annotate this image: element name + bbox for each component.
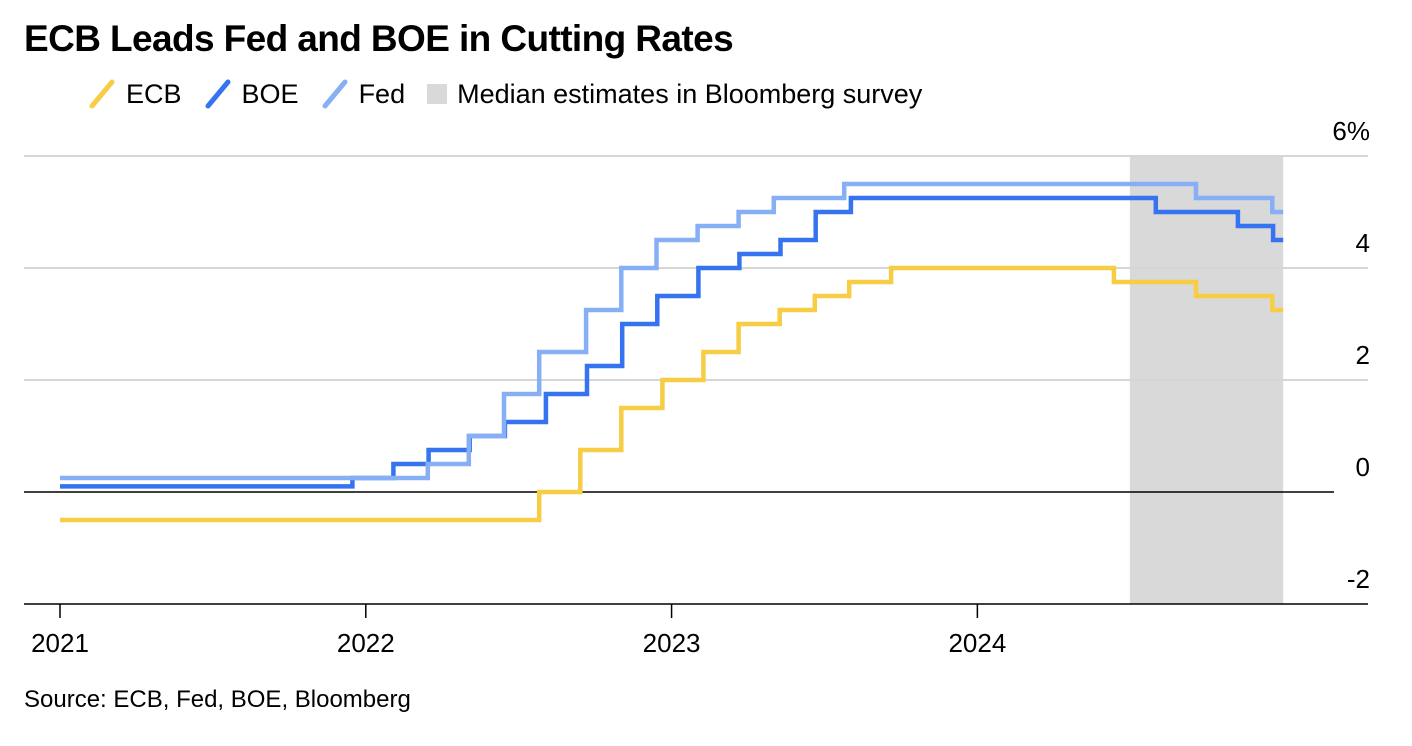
axis-layer: 2021 2022 2023 2024 <box>24 603 1368 658</box>
legend-item-fed: Fed <box>321 78 406 110</box>
legend-ecb-line-icon <box>89 79 115 109</box>
legend-item-survey: Median estimates in Bloomberg survey <box>427 79 922 110</box>
y-tick-label: 6% <box>1332 116 1370 146</box>
series-line-ecb <box>60 265 1284 523</box>
y-tick-label: -2 <box>1347 564 1370 594</box>
chart-legend: ECB BOE Fed Median estimates in Bloomber… <box>88 76 944 112</box>
legend-label-boe: BOE <box>241 78 299 109</box>
source-note: Source: ECB, Fed, BOE, Bloomberg <box>24 686 411 713</box>
legend-boe-line-icon <box>205 79 231 109</box>
y-tick-label: 4 <box>1356 228 1370 258</box>
legend-item-boe: BOE <box>204 78 299 110</box>
x-tick-label: 2023 <box>643 628 701 658</box>
legend-item-ecb: ECB <box>88 78 182 110</box>
y-tick-label: 2 <box>1356 340 1370 370</box>
x-tick-label: 2021 <box>31 628 89 658</box>
y-tick-label: 0 <box>1356 452 1370 482</box>
x-tick-label: 2024 <box>948 628 1006 658</box>
x-tick-label: 2022 <box>337 628 395 658</box>
series-layer <box>60 181 1284 523</box>
chart-title: ECB Leads Fed and BOE in Cutting Rates <box>24 18 734 59</box>
legend-label-survey: Median estimates in Bloomberg survey <box>457 78 923 109</box>
legend-fed-line-icon <box>322 79 348 109</box>
legend-survey-box-icon <box>427 84 448 104</box>
gridline-layer: 6% 4 2 0 -2 <box>24 116 1370 594</box>
series-line-fed <box>60 181 1284 481</box>
legend-label-fed: Fed <box>358 78 406 109</box>
legend-label-ecb: ECB <box>126 78 182 109</box>
series-line-boe <box>60 195 1284 489</box>
